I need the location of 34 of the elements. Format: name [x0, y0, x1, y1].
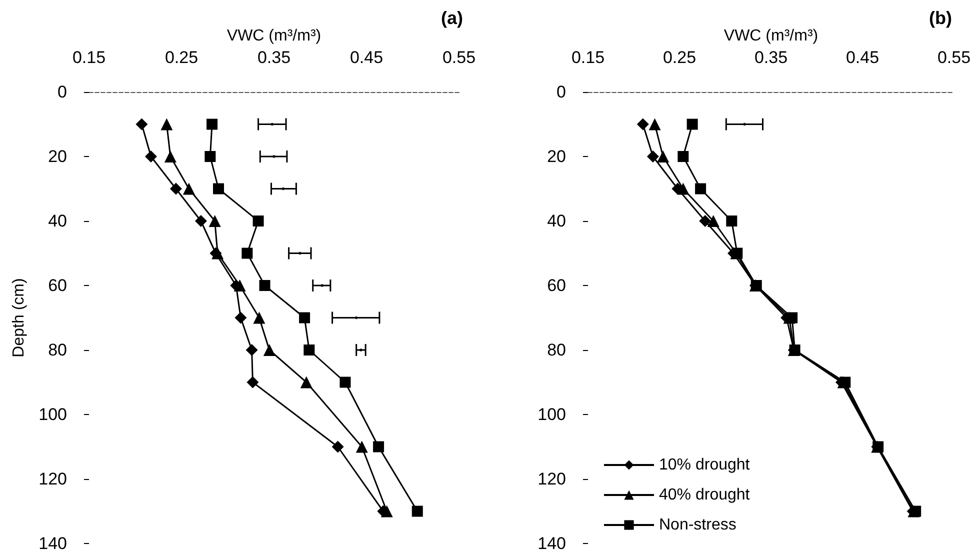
y-tick-label: 20 — [48, 147, 67, 166]
y-tick-label: 100 — [538, 405, 566, 424]
y-axis-title: Depth (cm) — [10, 278, 28, 358]
x-tick-label: 0.55 — [937, 48, 971, 67]
chart-title: (b) — [929, 8, 952, 28]
y-tick-label: 60 — [48, 276, 67, 295]
y-tick-label: 80 — [48, 340, 67, 360]
x-tick-label: 0.55 — [442, 48, 476, 67]
y-tick-label: 0 — [58, 82, 67, 102]
x-tick-label: 0.15 — [72, 48, 106, 67]
x-tick-label: 0.25 — [662, 48, 696, 67]
y-tick-label: 80 — [547, 340, 566, 360]
y-tick-label: 60 — [547, 276, 566, 295]
y-tick-label: 0 — [556, 82, 566, 102]
y-tick-label: 140 — [538, 534, 566, 552]
x-tick-label: 0.45 — [846, 48, 880, 67]
y-tick-label: 140 — [38, 534, 67, 552]
y-tick-label: 40 — [48, 212, 67, 230]
legend-label: Non-stress — [659, 516, 736, 534]
x-tick-label: 0.25 — [164, 48, 198, 67]
y-tick-label: 20 — [547, 147, 566, 166]
x-tick-label: 0.35 — [754, 48, 788, 67]
x-tick-label: 0.15 — [571, 48, 605, 67]
x-axis-title: VWC (m³/m³) — [724, 28, 818, 45]
y-tick-label: 100 — [38, 405, 67, 424]
y-tick-label: 120 — [538, 470, 566, 488]
legend-label: 40% drought — [659, 486, 750, 504]
x-tick-label: 0.45 — [350, 48, 384, 67]
y-tick-label: 40 — [547, 212, 566, 230]
legend-label: 10% drought — [659, 456, 750, 474]
x-axis-title: VWC (m³/m³) — [226, 28, 322, 45]
y-tick-label: 120 — [38, 470, 67, 488]
x-tick-label: 0.35 — [257, 48, 291, 67]
chart-title: (a) — [441, 8, 464, 28]
